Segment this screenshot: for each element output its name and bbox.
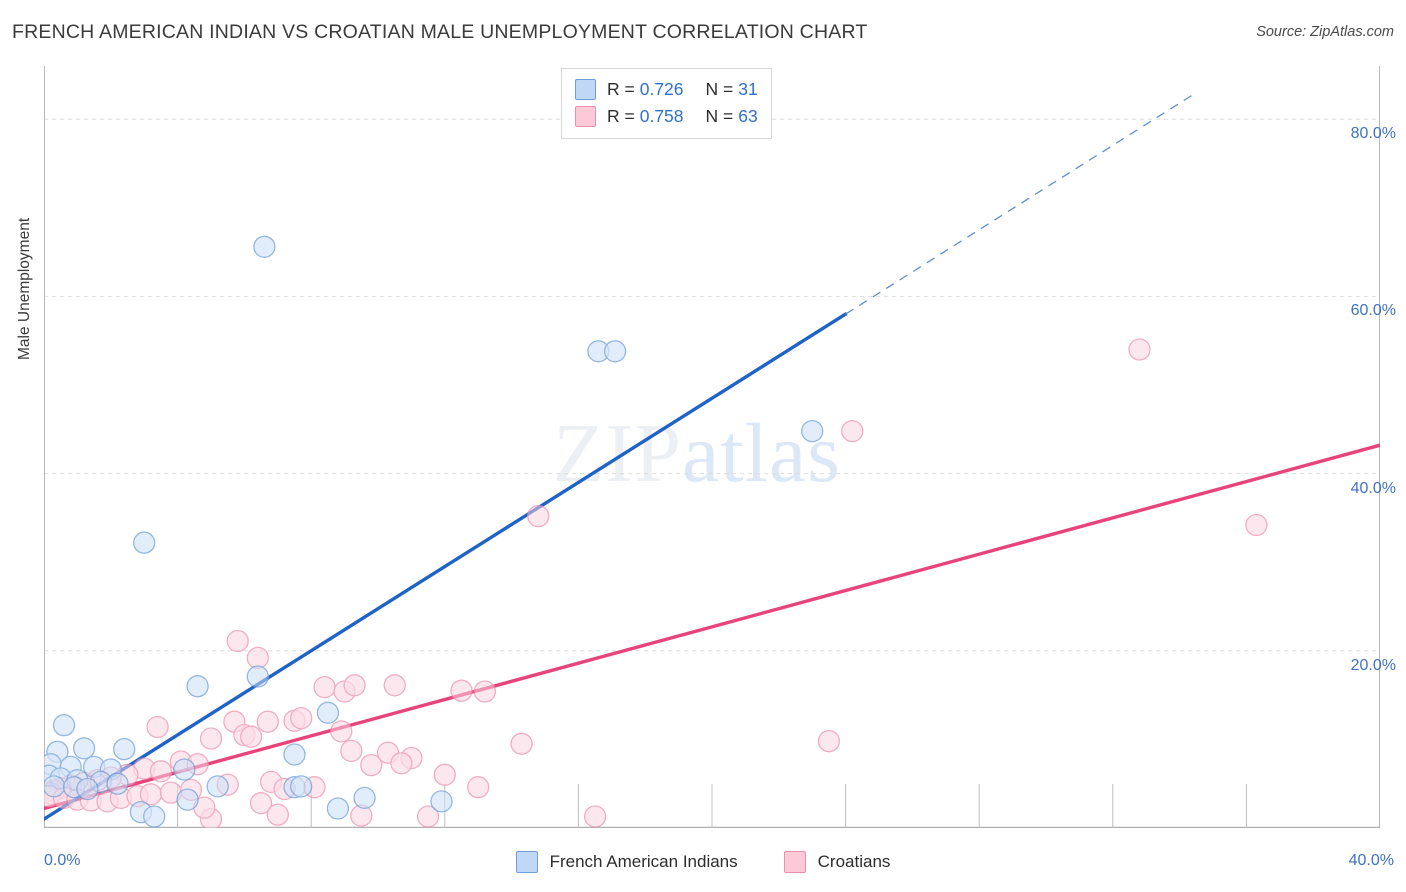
data-point: [283, 743, 306, 766]
data-point: [290, 775, 313, 798]
data-point: [390, 752, 413, 775]
data-point: [149, 760, 173, 783]
data-point: [473, 680, 497, 703]
data-point: [467, 776, 490, 799]
n-label-blue: N =: [705, 79, 734, 99]
data-point: [801, 419, 824, 443]
data-point: [340, 739, 363, 763]
n-value-pink: 63: [738, 106, 758, 126]
data-point: [143, 805, 166, 828]
correlation-row-blue: R = 0.726 N = 31: [575, 76, 758, 103]
data-point: [253, 235, 276, 258]
data-point: [176, 788, 199, 811]
source-attribution: Source: ZipAtlas.com: [1256, 24, 1394, 40]
r-label-pink: R =: [607, 106, 635, 126]
y-axis-title: Male Unemployment: [16, 217, 33, 360]
y-axis-tick-label: 80.0%: [1350, 125, 1396, 143]
data-point: [72, 737, 96, 760]
plot-svg: [44, 66, 1380, 828]
data-point: [52, 714, 76, 737]
data-point: [416, 805, 440, 828]
data-point: [326, 797, 350, 820]
correlation-legend: R = 0.726 N = 31 R = 0.758 N = 63: [561, 68, 772, 139]
correlation-row-pink: R = 0.758 N = 63: [575, 103, 758, 130]
data-point: [817, 730, 841, 753]
trend-line-projection-french-american-indians: [845, 92, 1197, 315]
data-point: [1128, 338, 1151, 361]
r-value-pink: 0.758: [639, 106, 684, 126]
data-point: [226, 629, 249, 653]
data-point: [510, 732, 533, 755]
data-point: [383, 674, 406, 697]
data-point: [1245, 513, 1268, 537]
data-point: [433, 763, 456, 786]
data-point: [133, 531, 156, 554]
data-point: [246, 646, 269, 670]
series-legend-item-croatians[interactable]: Croatians: [783, 851, 891, 873]
trend-line-french-american-indians: [44, 312, 848, 821]
data-point: [353, 786, 376, 810]
y-axis-tick-label: 60.0%: [1350, 302, 1396, 320]
data-points-croatians: [44, 338, 1268, 828]
data-point: [430, 790, 453, 813]
data-point: [330, 720, 353, 743]
data-point: [173, 758, 196, 781]
data-point: [841, 419, 864, 443]
y-axis-tick-label: 40.0%: [1350, 479, 1396, 497]
data-point: [106, 772, 129, 795]
legend-swatch-pink: [575, 106, 596, 127]
scatter-plot-area: [44, 66, 1380, 828]
r-label-blue: R =: [607, 79, 635, 99]
data-point: [266, 803, 289, 826]
legend-swatch-blue: [575, 79, 596, 100]
trend-line-croatians: [44, 443, 1380, 811]
data-point: [360, 753, 383, 777]
data-point: [44, 775, 66, 798]
n-value-blue: 31: [738, 79, 758, 99]
y-axis-tick-label: 20.0%: [1350, 656, 1396, 674]
data-point: [256, 710, 279, 733]
data-point: [316, 701, 340, 724]
data-point: [206, 775, 229, 798]
series-swatch-blue: [515, 851, 538, 873]
data-point: [76, 777, 99, 801]
series-legend-item-french-american-indians[interactable]: French American Indians: [515, 851, 738, 873]
data-point: [313, 675, 336, 699]
data-point: [249, 792, 273, 815]
data-point: [343, 674, 366, 697]
data-point: [199, 727, 223, 750]
data-point: [146, 715, 169, 739]
series-label-french-american-indians: French American Indians: [549, 852, 738, 871]
n-label-pink: N =: [705, 106, 734, 126]
data-point: [246, 665, 269, 688]
data-point: [113, 737, 136, 761]
series-swatch-pink: [783, 851, 806, 873]
r-value-blue: 0.726: [639, 79, 684, 99]
data-point: [239, 725, 263, 748]
data-point: [290, 706, 313, 730]
data-point: [527, 504, 550, 528]
series-label-croatians: Croatians: [817, 852, 891, 871]
page-title: FRENCH AMERICAN INDIAN VS CROATIAN MALE …: [12, 21, 868, 43]
data-points-french-american-indians: [44, 235, 824, 828]
data-point: [450, 679, 473, 702]
data-point: [603, 340, 627, 363]
x-axis-tick-label-max: 40.0%: [1348, 852, 1394, 869]
series-legend: French American Indians Croatians: [0, 851, 1406, 873]
x-axis-tick-label-min: 0.0%: [44, 852, 81, 869]
data-point: [583, 805, 607, 828]
data-point: [186, 675, 209, 698]
